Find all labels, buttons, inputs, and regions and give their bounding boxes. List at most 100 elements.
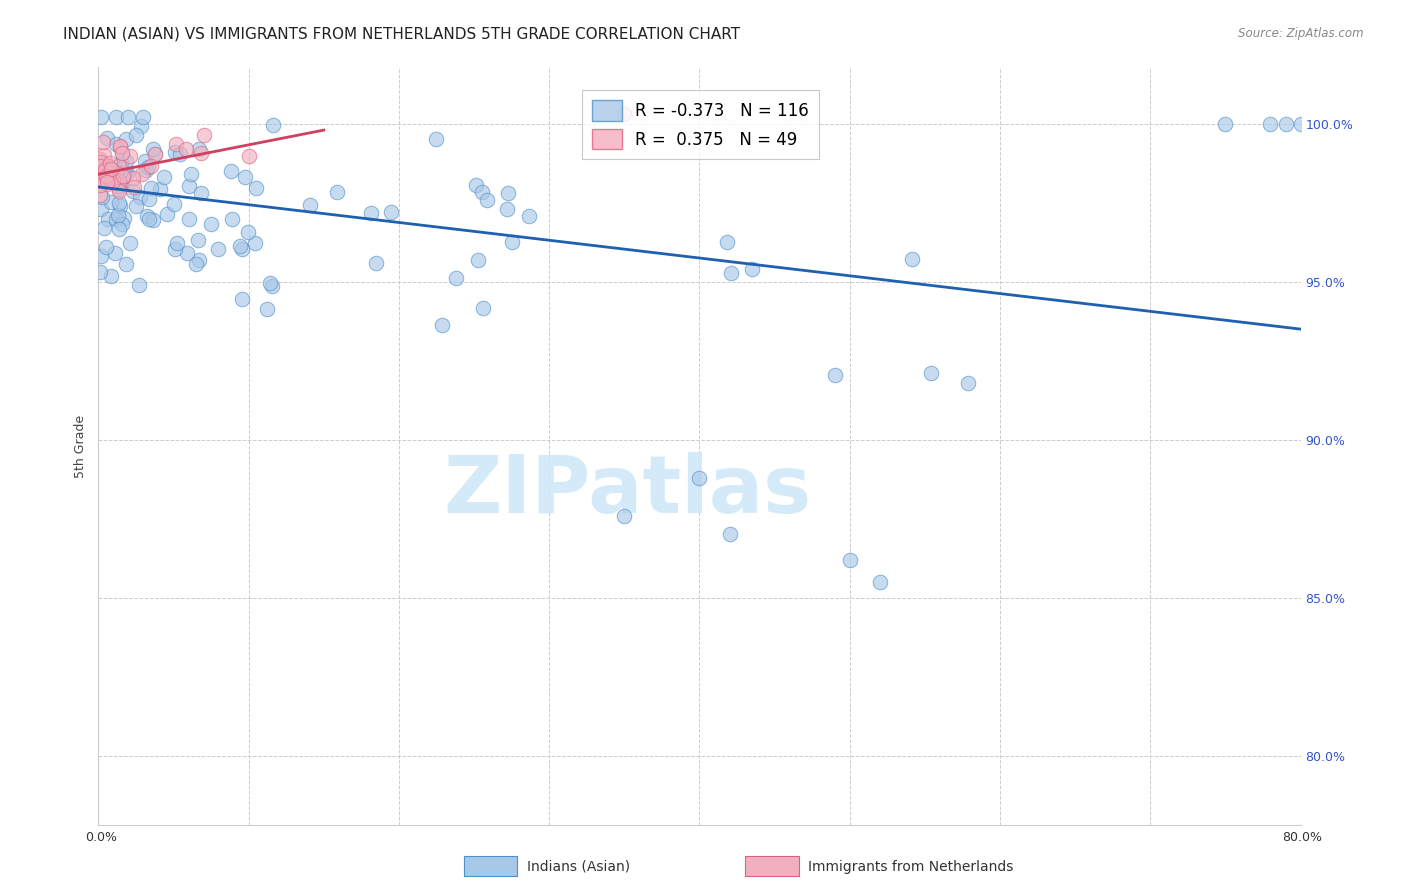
Text: 80.0%: 80.0% <box>1282 831 1322 844</box>
Point <box>117 111 139 125</box>
Point <box>364 256 387 270</box>
Point <box>501 235 523 250</box>
Point <box>824 368 846 382</box>
Point <box>688 470 710 484</box>
Point <box>869 574 891 589</box>
Point <box>229 239 252 253</box>
Point <box>96 158 118 172</box>
Point <box>107 208 129 222</box>
Point <box>177 211 200 226</box>
Point <box>96 178 118 192</box>
Point <box>245 180 267 194</box>
Point <box>139 181 162 195</box>
Point <box>299 198 322 212</box>
Point <box>90 111 112 125</box>
Point <box>111 169 134 183</box>
Point <box>135 210 157 224</box>
Point <box>91 135 114 149</box>
Point <box>112 167 135 181</box>
Point <box>104 136 127 151</box>
Point <box>430 318 453 333</box>
Point <box>260 279 283 293</box>
Point <box>142 212 165 227</box>
Point <box>111 170 134 185</box>
Point <box>122 184 145 198</box>
Point <box>107 184 129 198</box>
Text: Immigrants from Netherlands: Immigrants from Netherlands <box>808 860 1014 873</box>
Point <box>138 211 160 226</box>
Point <box>425 132 447 146</box>
Point <box>380 204 402 219</box>
Point <box>104 245 127 260</box>
Point <box>108 199 131 213</box>
Point <box>108 159 131 173</box>
Point <box>115 257 138 271</box>
Point <box>472 301 495 316</box>
Point <box>91 189 114 203</box>
Point <box>166 236 188 251</box>
Point <box>131 167 153 181</box>
Point <box>238 149 260 163</box>
Point <box>108 222 131 236</box>
Point <box>1289 117 1312 131</box>
Text: Source: ZipAtlas.com: Source: ZipAtlas.com <box>1239 27 1364 40</box>
Point <box>108 196 131 211</box>
Point <box>129 189 152 203</box>
Point <box>142 143 165 157</box>
Point <box>741 262 763 277</box>
Point <box>101 172 124 186</box>
Point <box>108 140 131 154</box>
Y-axis label: 5th Grade: 5th Grade <box>73 415 87 477</box>
Point <box>120 235 142 250</box>
Point <box>101 165 124 179</box>
Point <box>97 171 120 186</box>
Point <box>105 166 128 180</box>
Point <box>114 165 136 179</box>
Point <box>111 146 134 161</box>
Point <box>101 171 124 186</box>
Point <box>720 266 742 280</box>
Point <box>122 171 145 186</box>
Point <box>89 152 111 166</box>
Point <box>165 136 187 151</box>
Point <box>141 160 163 174</box>
Point <box>97 159 120 173</box>
Legend: R = -0.373   N = 116, R =  0.375   N = 49: R = -0.373 N = 116, R = 0.375 N = 49 <box>582 90 818 160</box>
Point <box>114 211 136 225</box>
Point <box>467 252 489 267</box>
Point <box>444 270 467 285</box>
Point <box>162 197 184 211</box>
Point <box>90 165 112 179</box>
Point <box>956 376 979 391</box>
Point <box>110 138 132 153</box>
Point <box>200 217 222 231</box>
Point <box>1260 117 1282 131</box>
Point <box>120 149 142 163</box>
Point <box>107 174 129 188</box>
Point <box>231 242 253 256</box>
Point <box>93 148 115 162</box>
Point <box>91 169 114 184</box>
Point <box>104 211 127 226</box>
Point <box>174 142 197 156</box>
Point <box>838 553 860 567</box>
Point <box>100 195 122 210</box>
Point <box>613 508 636 523</box>
Text: 0.0%: 0.0% <box>86 831 117 844</box>
Point <box>93 164 115 178</box>
Point <box>94 163 117 178</box>
Point <box>716 235 738 249</box>
Point <box>149 181 172 195</box>
Point <box>496 186 519 201</box>
Point <box>900 252 922 266</box>
Point <box>134 153 156 168</box>
Point <box>517 209 540 223</box>
Point <box>125 128 148 143</box>
Point <box>115 153 138 168</box>
Point <box>187 233 209 247</box>
Point <box>90 202 112 216</box>
Point <box>89 265 111 279</box>
Point <box>90 155 112 169</box>
Point <box>360 206 382 220</box>
Point <box>97 212 120 227</box>
